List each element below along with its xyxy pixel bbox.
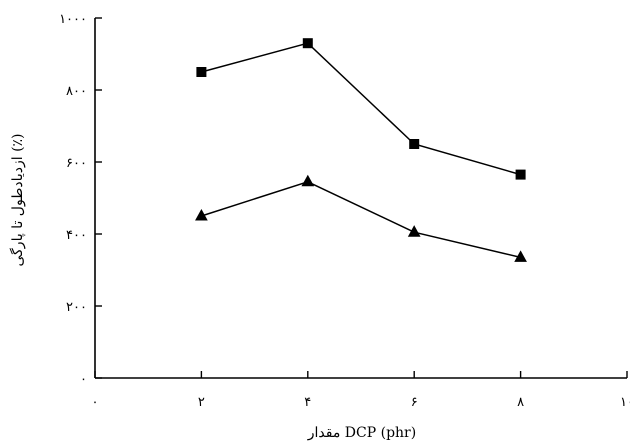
y-tick-label: ۴۰۰ <box>66 228 87 243</box>
triangle-marker <box>301 174 315 187</box>
x-tick-label: ۱۰ <box>620 395 630 410</box>
axes: ۰ ۲۰۰ ۴۰۰ ۶۰۰ ۸۰۰ ۱۰۰۰ ۰ ۲ ۴ ۶ ۸ ۱۰ <box>59 12 630 410</box>
y-tick-label: ۲۰۰ <box>66 300 87 315</box>
x-tick-label: ۰ <box>92 395 99 410</box>
y-axis-title: ازدیادطول تا پارگی (٪) <box>9 133 26 266</box>
x-tick-label: ۸ <box>517 395 524 410</box>
square-marker <box>196 67 207 77</box>
y-tick-label: ۱۰۰۰ <box>59 12 87 27</box>
triangle-marker <box>514 250 527 262</box>
square-marker <box>409 139 420 149</box>
x-tick-label: ۲ <box>198 395 205 410</box>
series-line-square <box>201 42 521 176</box>
square-marker <box>302 38 313 49</box>
y-tick-label: ۶۰۰ <box>66 156 87 171</box>
series-line-triangle <box>201 180 521 259</box>
x-tick-label: ۶ <box>411 395 418 410</box>
x-axis-title: مقدار DCP (phr) <box>307 425 416 441</box>
x-tick-label: ۴ <box>304 395 311 410</box>
series-group <box>195 38 527 262</box>
y-tick-label: ۸۰۰ <box>66 84 87 99</box>
triangle-marker <box>407 225 421 237</box>
square-marker <box>515 169 526 180</box>
triangle-marker <box>195 208 208 221</box>
y-tick-label: ۰ <box>80 372 87 387</box>
